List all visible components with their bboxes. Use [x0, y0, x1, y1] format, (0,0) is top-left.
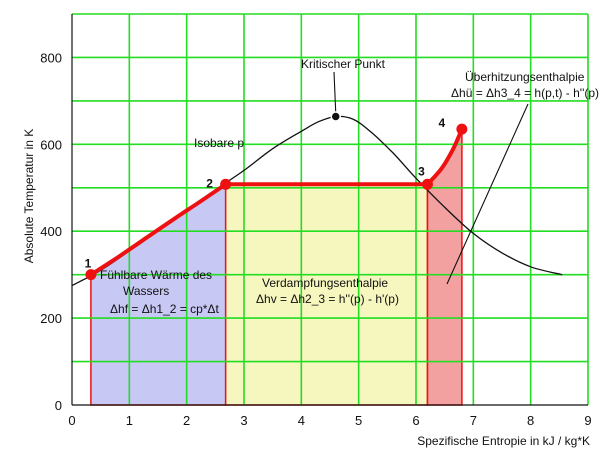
superheat-leader-line: [446, 103, 529, 285]
area-superheat-enthalpy: [426, 128, 463, 406]
critical-point-label: Kritischer Punkt: [301, 57, 386, 71]
y-tick-label: 0: [55, 398, 62, 413]
x-tick-label: 3: [240, 413, 247, 428]
superheat-title: Überhitzungsenthalpie: [465, 70, 585, 84]
x-tick-labels: 0 1 2 3 4 5 6 7 8 9: [68, 413, 591, 428]
sensible-heat-formula: Δhf = Δh1_2 = cp*Δt: [110, 302, 219, 316]
process-path: [88, 127, 464, 277]
x-tick-label: 7: [470, 413, 477, 428]
sensible-heat-line1: Fühlbare Wärme des: [100, 268, 212, 282]
sensible-heat-line2: Wassers: [123, 284, 169, 298]
x-tick-label: 6: [412, 413, 419, 428]
evaporation-title: Verdampfungsenthalpie: [262, 276, 388, 290]
state-point-label: 1: [85, 257, 92, 271]
critical-point-marker: [330, 111, 341, 122]
state-point-marker: [220, 178, 232, 190]
x-tick-label: 8: [527, 413, 534, 428]
x-tick-label: 1: [126, 413, 133, 428]
x-tick-label: 0: [68, 413, 75, 428]
y-tick-label: 800: [40, 50, 62, 65]
evaporation-formula: Δhv = Δh2_3 = h''(p) - h'(p): [256, 292, 399, 306]
y-tick-labels: 0 200 400 600 800: [40, 50, 62, 413]
state-point-label: 2: [206, 176, 213, 190]
x-tick-label: 9: [584, 413, 591, 428]
x-tick-label: 2: [183, 413, 190, 428]
x-tick-label: 4: [298, 413, 305, 428]
state-point-label: 4: [439, 116, 446, 130]
superheat-formula: Δhü = Δh3_4 = h(p,t) - h''(p): [451, 86, 599, 100]
y-axis-label: Absolute Temperatur in K: [22, 129, 36, 264]
shaded-areas: [90, 128, 463, 406]
state-point-marker: [421, 178, 433, 190]
area-evaporation-enthalpy: [224, 183, 429, 406]
state-point-marker: [456, 123, 468, 135]
x-axis-label: Spezifische Entropie in kJ / kg*K: [417, 434, 590, 448]
critical-point-leader-line: [333, 71, 337, 113]
y-tick-label: 600: [40, 137, 62, 152]
state-point-marker: [85, 269, 97, 281]
y-tick-label: 200: [40, 311, 62, 326]
y-tick-label: 400: [40, 224, 62, 239]
state-point-label: 3: [418, 164, 425, 178]
grid: [72, 13, 589, 405]
x-tick-label: 5: [355, 413, 362, 428]
isobar-label: Isobare p: [194, 136, 244, 150]
state-markers: 1 2 3 4: [85, 116, 468, 281]
